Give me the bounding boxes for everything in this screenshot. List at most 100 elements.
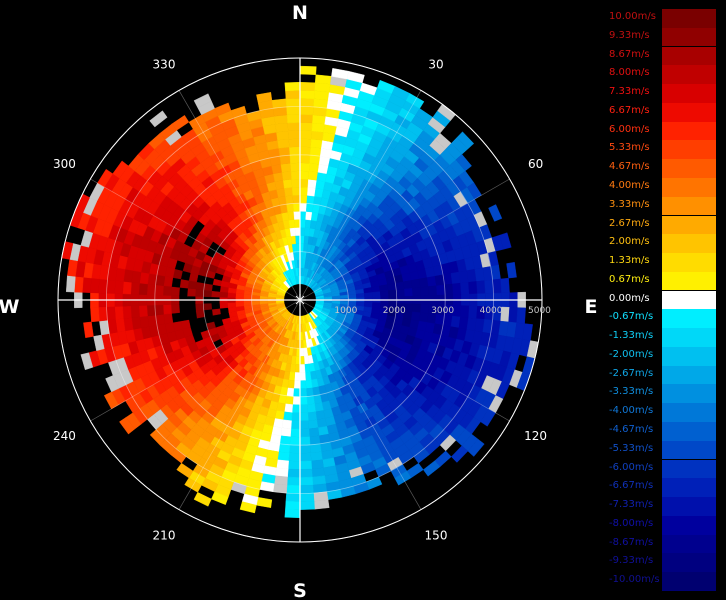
velocity-cell bbox=[278, 146, 291, 157]
velocity-cell bbox=[285, 492, 301, 502]
velocity-cell bbox=[80, 352, 94, 371]
legend-label: -2.67m/s bbox=[609, 367, 654, 379]
velocity-cell bbox=[299, 484, 314, 494]
range-label: 1000 bbox=[334, 306, 357, 316]
legend-swatch bbox=[662, 309, 716, 329]
velocity-cell bbox=[516, 307, 526, 324]
legend-entry: -9.33m/s bbox=[606, 553, 716, 573]
velocity-color-legend: 10.00m/s 9.33m/s 8.67m/s 8.00m/s 7.33m/s 6.67… bbox=[606, 9, 716, 591]
legend-label: -7.33m/s bbox=[609, 499, 654, 511]
velocity-cell bbox=[405, 93, 425, 109]
velocity-cell bbox=[211, 302, 221, 310]
velocity-cell bbox=[412, 303, 422, 313]
velocity-cell bbox=[193, 492, 212, 507]
velocity-cell bbox=[313, 499, 330, 510]
velocity-cell bbox=[288, 138, 301, 148]
velocity-cell bbox=[311, 459, 324, 470]
velocity-cell bbox=[315, 410, 326, 421]
legend-label: -9.33m/s bbox=[609, 555, 654, 567]
legend-swatch bbox=[662, 478, 716, 497]
azimuth-label: 150 bbox=[425, 529, 448, 543]
velocity-cell bbox=[506, 261, 517, 279]
velocity-cell bbox=[480, 408, 496, 427]
velocity-cell bbox=[292, 396, 301, 406]
velocity-cell bbox=[304, 363, 311, 373]
legend-label: -6.67m/s bbox=[609, 480, 654, 492]
velocity-cell bbox=[291, 412, 301, 422]
velocity-cell bbox=[227, 302, 237, 308]
legend-entry: -6.67m/s bbox=[606, 478, 716, 497]
velocity-cell bbox=[288, 452, 301, 462]
range-label: 5000 bbox=[528, 306, 551, 316]
velocity-cell bbox=[171, 277, 182, 288]
legend-label: 4.00m/s bbox=[609, 179, 650, 191]
legend-swatch bbox=[662, 140, 716, 160]
velocity-cell bbox=[277, 138, 290, 149]
velocity-cell bbox=[428, 285, 438, 296]
velocity-cell bbox=[278, 443, 291, 454]
velocity-cell bbox=[219, 291, 229, 298]
velocity-cell bbox=[299, 211, 307, 220]
velocity-cell bbox=[130, 282, 140, 295]
legend-entry: 6.00m/s bbox=[606, 121, 716, 141]
velocity-cell bbox=[394, 470, 412, 486]
velocity-cell bbox=[309, 146, 322, 157]
legend-swatch bbox=[662, 422, 716, 441]
velocity-cell bbox=[289, 146, 301, 156]
velocity-cell bbox=[508, 307, 518, 324]
legend-swatch bbox=[662, 328, 716, 347]
velocity-cell bbox=[146, 304, 156, 317]
azimuth-spoke bbox=[299, 178, 510, 301]
legend-entry: -5.33m/s bbox=[606, 440, 716, 460]
velocity-cell bbox=[410, 278, 421, 289]
legend-entry: 2.67m/s bbox=[606, 215, 716, 235]
velocity-cell bbox=[299, 81, 316, 92]
legend-entry: -2.00m/s bbox=[606, 346, 716, 366]
legend-entry: 0.67m/s bbox=[606, 271, 716, 291]
velocity-cell bbox=[303, 355, 310, 365]
velocity-cell bbox=[299, 404, 309, 414]
velocity-cell bbox=[119, 417, 135, 435]
velocity-cell bbox=[282, 411, 293, 421]
velocity-cell bbox=[299, 388, 308, 398]
velocity-cell bbox=[299, 468, 313, 478]
velocity-cell bbox=[138, 305, 148, 318]
legend-entry: 0.00m/s bbox=[606, 290, 716, 310]
velocity-cell bbox=[396, 288, 406, 297]
compass-west-label: W bbox=[0, 296, 20, 318]
legend-entry: -4.67m/s bbox=[606, 422, 716, 441]
velocity-cell bbox=[275, 122, 289, 133]
legend-label: 3.33m/s bbox=[609, 198, 650, 210]
velocity-cell bbox=[299, 130, 313, 140]
velocity-cell bbox=[311, 122, 325, 133]
legend-entry: 4.00m/s bbox=[606, 177, 716, 197]
velocity-cell bbox=[294, 227, 301, 236]
velocity-cell bbox=[311, 467, 325, 478]
legend-entry: -7.33m/s bbox=[606, 497, 716, 516]
velocity-cell bbox=[149, 110, 168, 128]
velocity-cell bbox=[179, 311, 190, 322]
velocity-cell bbox=[170, 303, 180, 314]
velocity-cell bbox=[193, 93, 212, 108]
velocity-cell bbox=[294, 372, 301, 381]
legend-entry: -4.00m/s bbox=[606, 403, 716, 422]
velocity-cell bbox=[305, 379, 313, 389]
velocity-cell bbox=[289, 444, 301, 454]
velocity-cell bbox=[162, 285, 172, 296]
velocity-cell bbox=[299, 356, 305, 365]
velocity-cell bbox=[299, 492, 315, 502]
velocity-cell bbox=[276, 187, 286, 198]
azimuth-spoke bbox=[178, 299, 301, 510]
velocity-cell bbox=[466, 182, 482, 200]
legend-entry: -1.33m/s bbox=[606, 328, 716, 347]
legend-label: -4.67m/s bbox=[609, 424, 654, 436]
velocity-cell bbox=[256, 497, 273, 508]
velocity-cell bbox=[299, 452, 312, 462]
velocity-cell bbox=[299, 194, 308, 204]
velocity-cell bbox=[308, 427, 320, 438]
velocity-cell bbox=[187, 310, 197, 320]
velocity-cell bbox=[306, 195, 315, 205]
velocity-cell bbox=[456, 131, 475, 150]
velocity-cell bbox=[299, 90, 315, 100]
velocity-cell bbox=[371, 302, 381, 309]
